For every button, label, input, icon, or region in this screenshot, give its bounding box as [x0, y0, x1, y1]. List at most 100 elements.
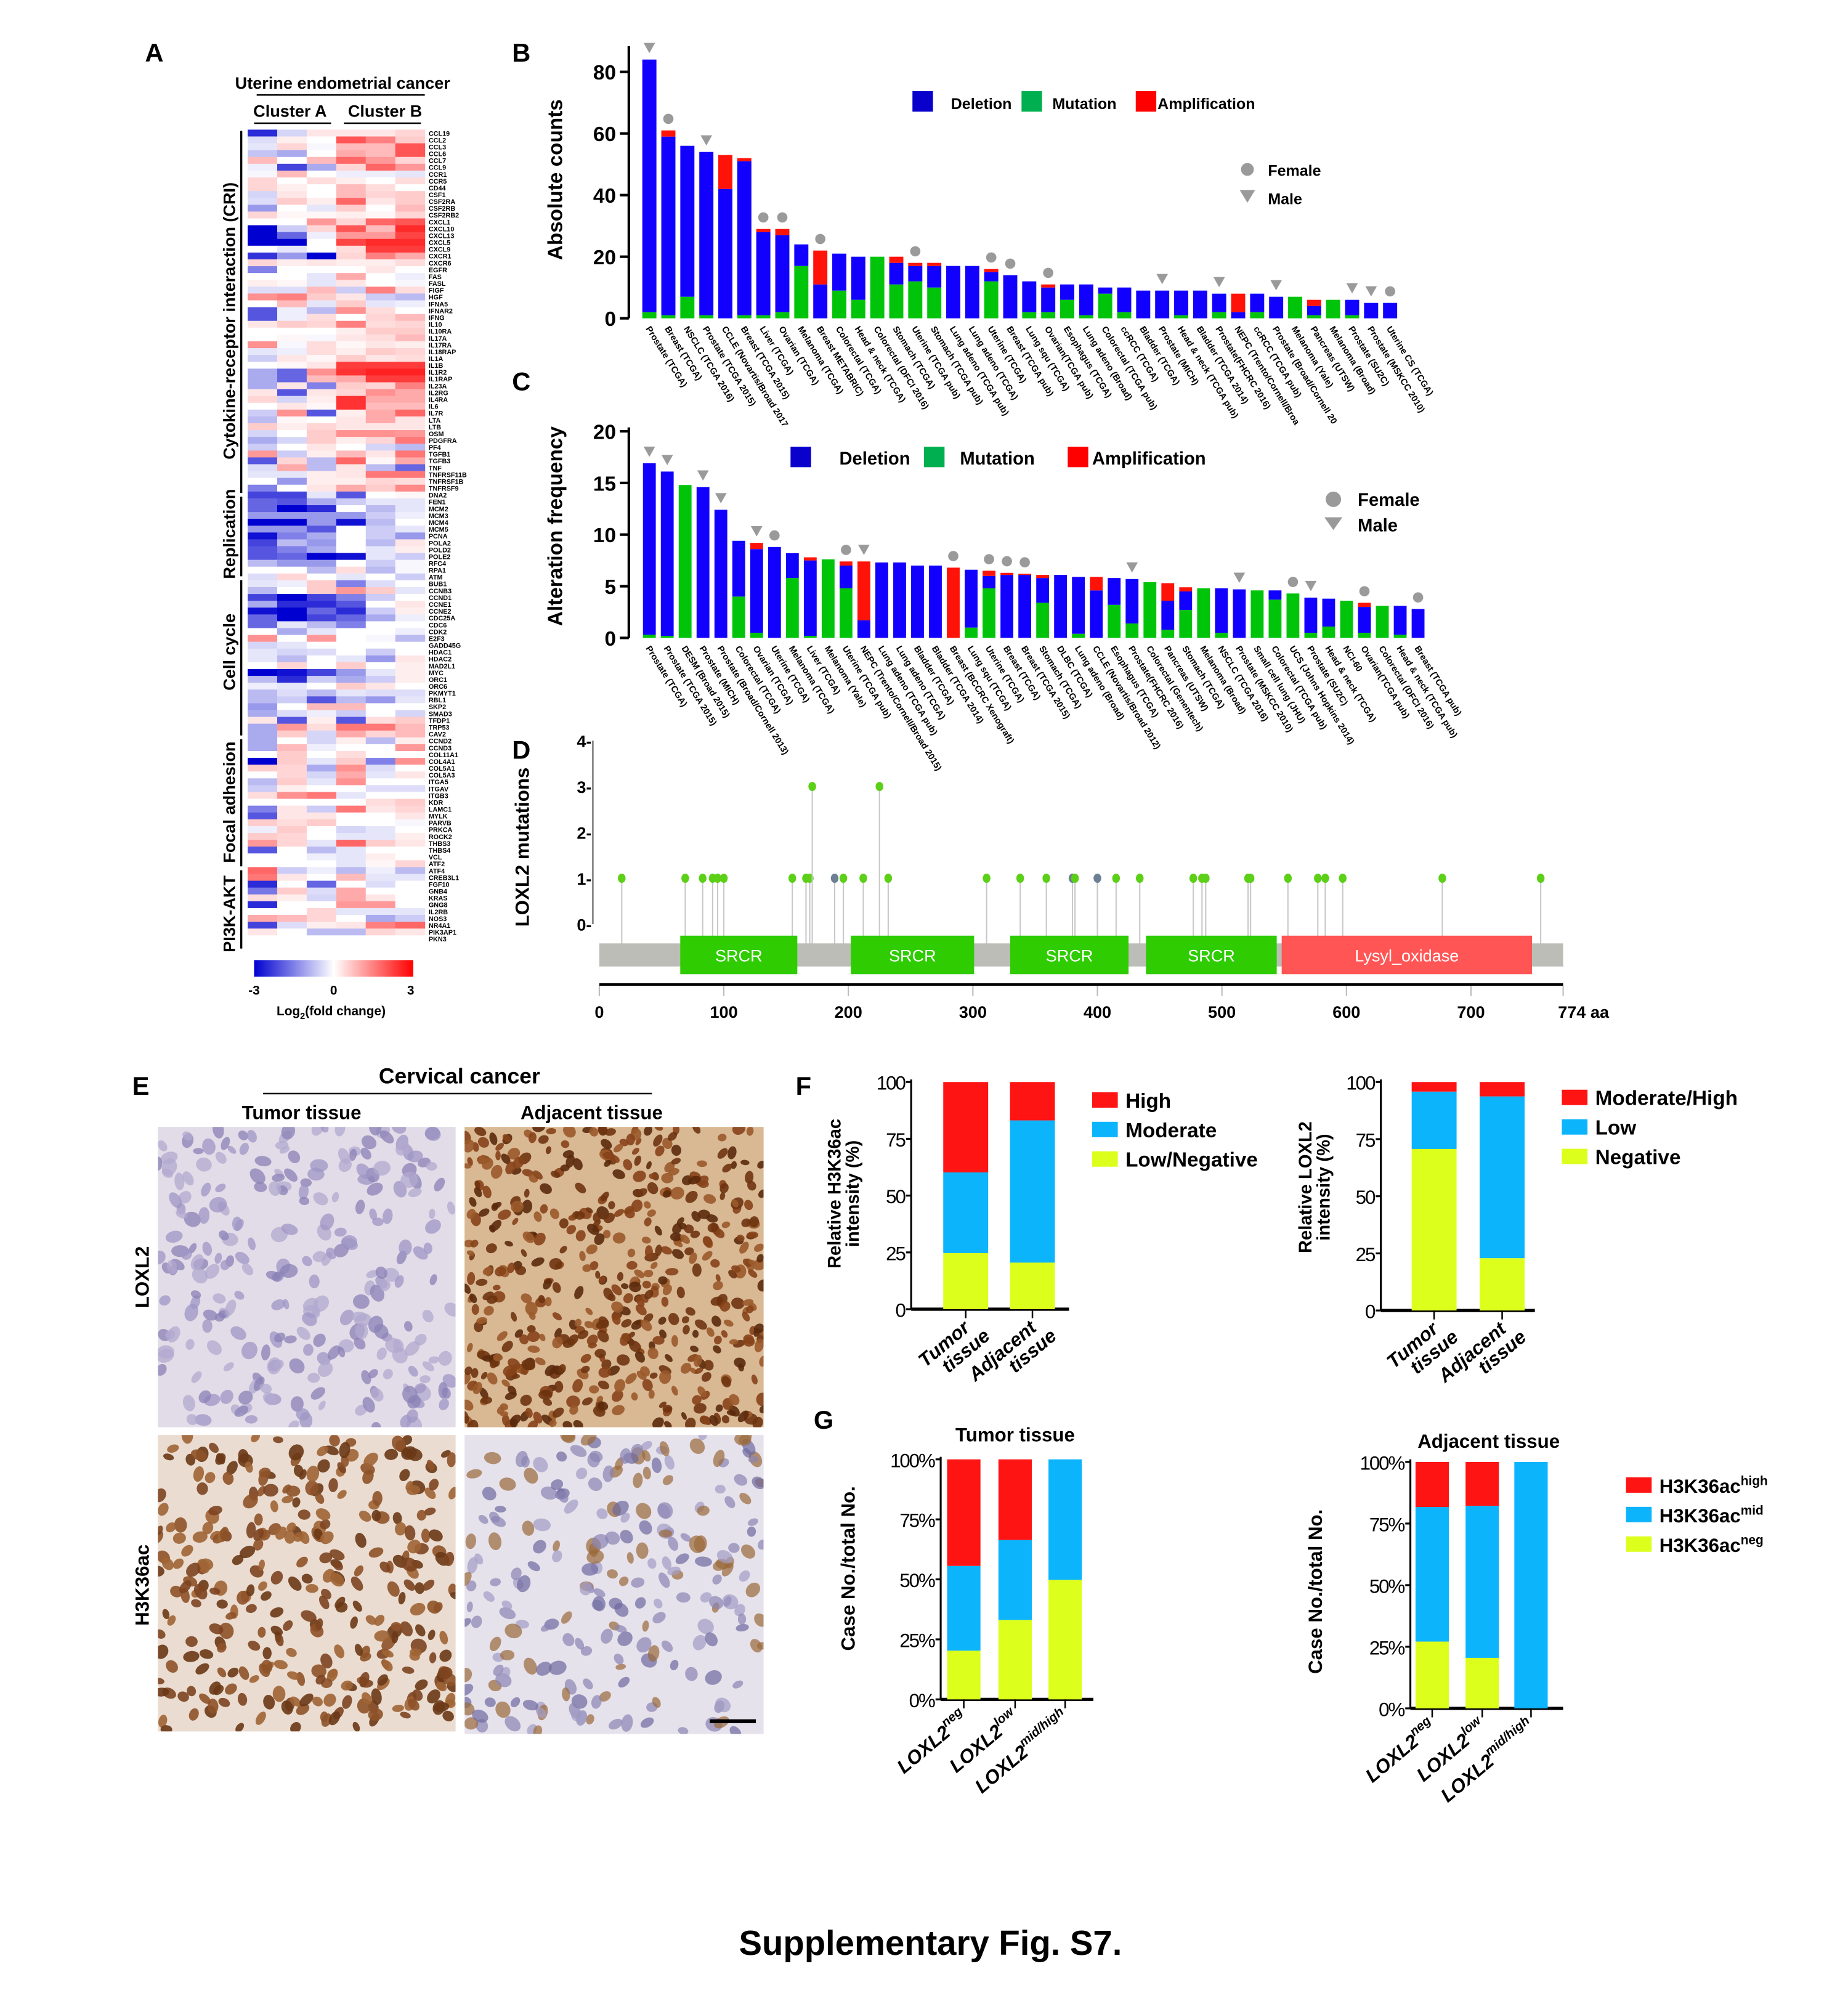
- domain-srcr: [1146, 935, 1277, 975]
- heatmap-cell: [248, 177, 278, 185]
- cell-nucleus: [296, 1703, 310, 1715]
- panel-label-d: D: [512, 735, 530, 764]
- heatmap-cell: [365, 580, 396, 588]
- y-axis-label: Case No./total No.: [838, 1486, 859, 1651]
- cell-nucleus: [405, 1480, 413, 1491]
- heatmap-cell: [395, 526, 426, 533]
- cell-nucleus: [684, 1247, 694, 1256]
- heatmap-cell: [365, 771, 396, 779]
- heatmap-cell: [395, 587, 426, 595]
- cell-nucleus: [621, 1333, 630, 1342]
- female-marker: [758, 212, 769, 223]
- heatmap-cell: [306, 450, 337, 458]
- cell-nucleus: [480, 1371, 488, 1379]
- cell-nucleus: [647, 1209, 656, 1217]
- cell-nucleus: [597, 1401, 609, 1411]
- y-tick-label: 100%: [890, 1450, 935, 1471]
- cell-nucleus: [296, 1556, 308, 1568]
- gene-label: MYC: [429, 670, 444, 677]
- legend-female-label: Female: [1358, 490, 1419, 510]
- ihc-col-adjacent: Adjacent tissue: [521, 1102, 663, 1124]
- cell-nucleus: [623, 1293, 633, 1304]
- heatmap-cell: [365, 150, 396, 158]
- heatmap-cell: [365, 669, 396, 676]
- cell-nucleus: [562, 1633, 575, 1647]
- cell-nucleus: [235, 1251, 249, 1264]
- heatmap-cell: [277, 286, 307, 294]
- cell-nucleus: [464, 1399, 474, 1411]
- cell-nucleus: [428, 1630, 436, 1641]
- cell-nucleus: [683, 1325, 690, 1335]
- y-tick-label: 75: [1356, 1129, 1376, 1151]
- cell-nucleus: [202, 1241, 213, 1256]
- heatmap-cell: [365, 300, 396, 308]
- y-tick-label: 3-: [577, 778, 591, 797]
- cell-nucleus: [238, 1130, 248, 1140]
- cell-nucleus: [663, 1421, 672, 1427]
- lollipop-head: [830, 874, 839, 883]
- heatmap-cell: [365, 205, 396, 213]
- cell-nucleus: [372, 1490, 383, 1506]
- cell-nucleus: [505, 1716, 521, 1732]
- cell-nucleus: [410, 1648, 422, 1657]
- cell-nucleus: [309, 1274, 320, 1289]
- bar-segment: [998, 1459, 1032, 1540]
- cell-nucleus: [740, 1159, 750, 1166]
- cell-nucleus: [741, 1218, 751, 1227]
- heatmap-cell: [395, 607, 426, 615]
- heatmap-cell: [248, 703, 278, 711]
- heatmap-cell: [248, 723, 278, 731]
- heatmap-cell: [365, 198, 396, 205]
- heatmap-cell: [277, 935, 307, 943]
- cell-nucleus: [598, 1316, 609, 1328]
- cell-nucleus: [327, 1345, 341, 1360]
- cell-nucleus: [690, 1346, 699, 1352]
- cell-nucleus: [320, 1127, 329, 1133]
- bar-deletion-segment: [642, 59, 657, 312]
- cell-nucleus: [471, 1368, 479, 1378]
- heatmap-cell: [395, 259, 426, 267]
- heatmap-cell: [336, 416, 367, 424]
- y-tick-label: 0: [895, 1300, 906, 1322]
- heatmap-cell: [277, 765, 307, 772]
- gene-label: FAS: [429, 274, 442, 281]
- cell-nucleus: [620, 1513, 630, 1523]
- cell-nucleus: [737, 1613, 747, 1625]
- cell-nucleus: [392, 1347, 408, 1363]
- bar-deletion-segment: [1269, 296, 1284, 319]
- cell-nucleus: [419, 1375, 431, 1384]
- heatmap-cell: [248, 150, 278, 158]
- female-marker: [1359, 586, 1370, 596]
- cell-nucleus: [159, 1295, 171, 1306]
- cell-nucleus: [644, 1127, 652, 1136]
- heatmap-cell: [365, 594, 396, 601]
- x-tick-label: 200: [835, 1002, 862, 1021]
- heatmap-cell: [395, 641, 426, 649]
- cell-nucleus: [337, 1490, 347, 1499]
- gene-label: IFNA5: [429, 301, 448, 308]
- male-marker: [1126, 562, 1138, 573]
- heatmap-cell: [277, 710, 307, 718]
- cell-nucleus: [429, 1529, 443, 1542]
- heatmap-cell: [277, 594, 307, 601]
- heatmap-cell: [336, 512, 367, 519]
- heatmap-cell: [248, 143, 278, 151]
- y-axis-label: Absolute counts: [544, 99, 567, 260]
- heatmap-cell: [336, 935, 367, 943]
- heatmap-cell: [395, 621, 426, 629]
- heatmap-cell: [306, 607, 337, 615]
- heatmap-cell: [306, 901, 337, 909]
- heatmap-cell: [306, 430, 337, 437]
- heatmap-cell: [306, 635, 337, 643]
- heatmap-cell: [336, 614, 367, 622]
- heatmap-cell: [336, 717, 367, 725]
- heatmap-cell: [277, 553, 307, 561]
- bar-mutation-segment: [699, 315, 714, 319]
- cell-nucleus: [359, 1511, 371, 1522]
- cell-nucleus: [631, 1147, 639, 1155]
- heatmap-cell: [336, 238, 367, 246]
- heatmap-cell: [306, 826, 337, 834]
- cell-nucleus: [379, 1130, 394, 1144]
- heatmap-cell: [277, 389, 307, 397]
